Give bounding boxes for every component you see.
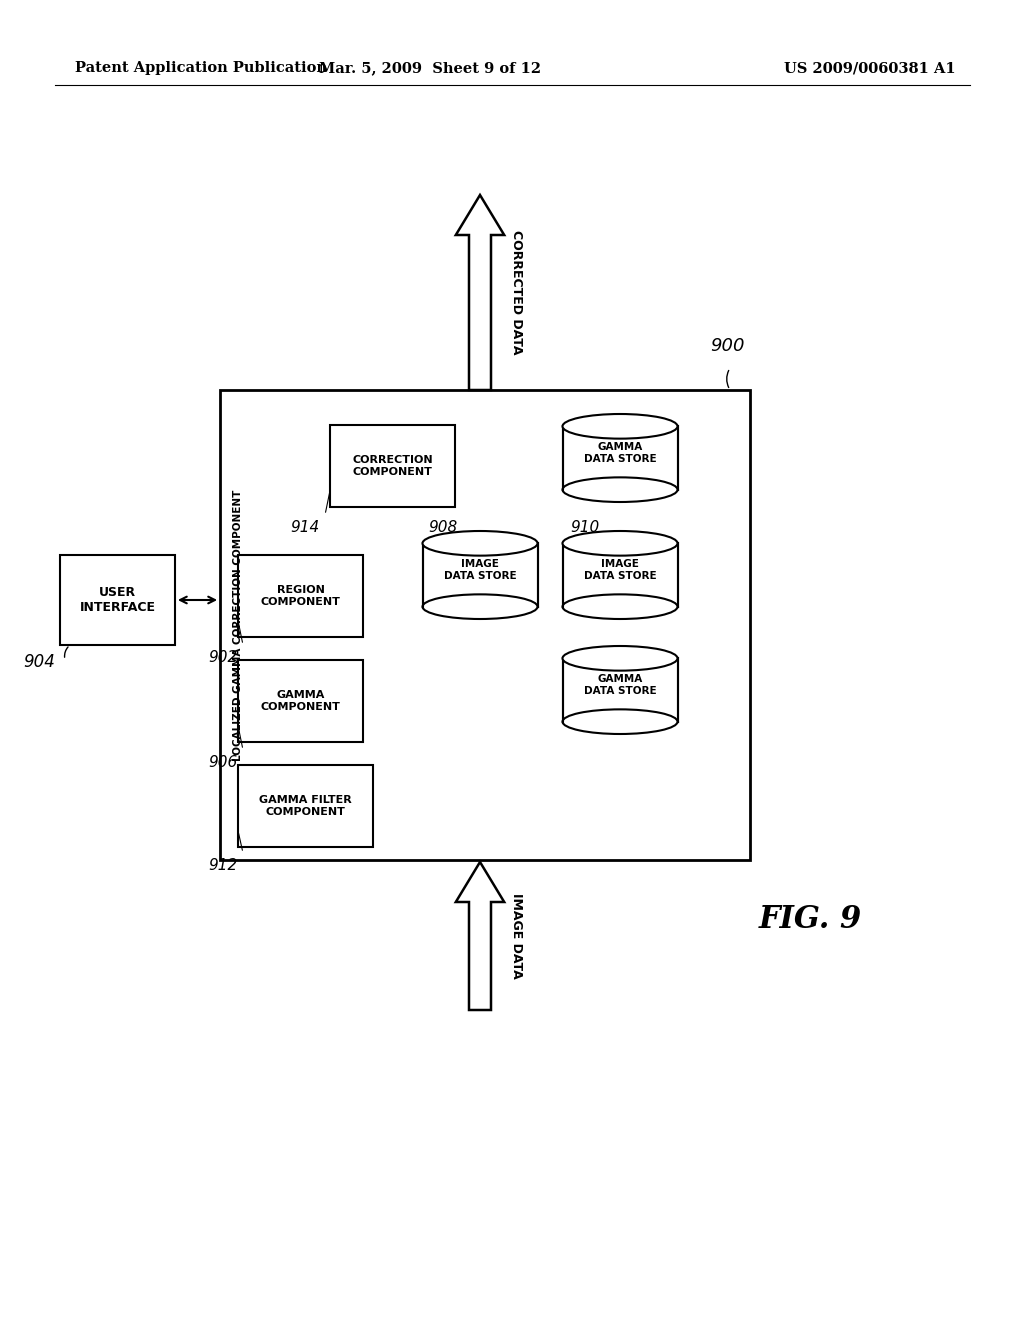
Ellipse shape bbox=[562, 531, 678, 556]
Text: 908: 908 bbox=[429, 520, 458, 535]
Bar bbox=[238, 554, 362, 638]
Text: 914: 914 bbox=[291, 520, 319, 535]
Text: 906: 906 bbox=[209, 755, 238, 770]
Bar bbox=[220, 389, 750, 861]
Text: 900: 900 bbox=[711, 337, 745, 355]
Bar bbox=[238, 766, 373, 847]
Ellipse shape bbox=[423, 594, 538, 619]
Text: GAMMA
DATA STORE: GAMMA DATA STORE bbox=[584, 442, 656, 463]
Ellipse shape bbox=[562, 645, 678, 671]
Text: 904: 904 bbox=[24, 653, 55, 671]
Text: CORRECTION
COMPONENT: CORRECTION COMPONENT bbox=[352, 455, 433, 477]
Ellipse shape bbox=[562, 709, 678, 734]
Polygon shape bbox=[456, 195, 504, 389]
Ellipse shape bbox=[562, 478, 678, 502]
Text: US 2009/0060381 A1: US 2009/0060381 A1 bbox=[784, 61, 955, 75]
Polygon shape bbox=[456, 862, 504, 1010]
Text: CORRECTED DATA: CORRECTED DATA bbox=[510, 230, 523, 355]
Text: 902: 902 bbox=[209, 649, 238, 665]
Text: GAMMA
COMPONENT: GAMMA COMPONENT bbox=[260, 690, 340, 711]
Bar bbox=[238, 660, 362, 742]
Text: USER
INTERFACE: USER INTERFACE bbox=[80, 586, 156, 614]
Bar bbox=[60, 554, 175, 645]
Text: IMAGE
DATA STORE: IMAGE DATA STORE bbox=[443, 560, 516, 581]
Bar bbox=[330, 425, 455, 507]
Text: 912: 912 bbox=[209, 858, 238, 873]
Ellipse shape bbox=[423, 531, 538, 556]
Ellipse shape bbox=[562, 594, 678, 619]
Text: 910: 910 bbox=[570, 520, 600, 535]
Text: Patent Application Publication: Patent Application Publication bbox=[75, 61, 327, 75]
Text: REGION
COMPONENT: REGION COMPONENT bbox=[260, 585, 340, 607]
Text: IMAGE
DATA STORE: IMAGE DATA STORE bbox=[584, 560, 656, 581]
Text: IMAGE DATA: IMAGE DATA bbox=[510, 894, 523, 979]
Text: GAMMA
DATA STORE: GAMMA DATA STORE bbox=[584, 675, 656, 696]
Ellipse shape bbox=[562, 414, 678, 438]
Text: GAMMA FILTER
COMPONENT: GAMMA FILTER COMPONENT bbox=[259, 795, 352, 817]
Text: LOCALIZED GAMMA CORRECTION COMPONENT: LOCALIZED GAMMA CORRECTION COMPONENT bbox=[233, 490, 243, 760]
Text: FIG. 9: FIG. 9 bbox=[759, 904, 861, 936]
Text: Mar. 5, 2009  Sheet 9 of 12: Mar. 5, 2009 Sheet 9 of 12 bbox=[318, 61, 541, 75]
